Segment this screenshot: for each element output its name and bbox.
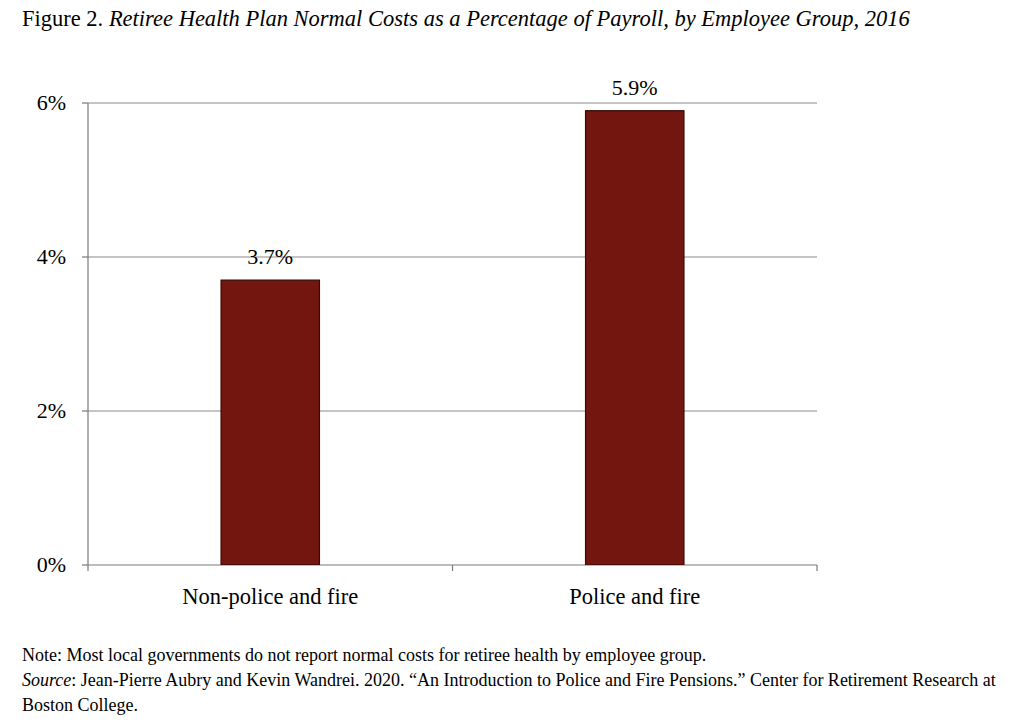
annotation: Note: Most local governments do not repo… <box>22 643 1017 668</box>
grid-line <box>88 102 817 103</box>
y-tick <box>82 256 88 257</box>
y-axis <box>87 103 88 565</box>
data-label: 5.9% <box>612 75 658 100</box>
chart: 0% 2% 4% 6% 3.7% Non-police and fire 5.9% Polic… <box>0 0 1024 726</box>
bar <box>586 111 684 565</box>
notes: Note: Most local governments do not repo… <box>22 643 1017 718</box>
y-tick-label: 0% <box>37 552 66 577</box>
bar <box>221 280 319 565</box>
y-tick-label: 6% <box>37 90 66 115</box>
chart-title: Figure 2. Retiree Health Plan Normal Cos… <box>22 4 1017 34</box>
y-tick-label: 4% <box>37 244 66 269</box>
y-tick-label: 2% <box>37 398 66 423</box>
x-tick-label: Police and fire <box>569 584 700 609</box>
y-tick <box>82 564 88 565</box>
grid-line <box>88 256 817 257</box>
x-tick <box>816 565 817 571</box>
annotation: Source: Jean-Pierre Aubry and Kevin Wand… <box>22 668 1017 718</box>
bars <box>221 111 684 565</box>
x-tick <box>452 565 453 571</box>
y-tick <box>82 410 88 411</box>
x-tick <box>87 565 88 571</box>
grid-line <box>88 410 817 411</box>
y-tick <box>82 102 88 103</box>
x-tick-label: Non-police and fire <box>182 584 358 609</box>
data-label: 3.7% <box>247 244 293 269</box>
